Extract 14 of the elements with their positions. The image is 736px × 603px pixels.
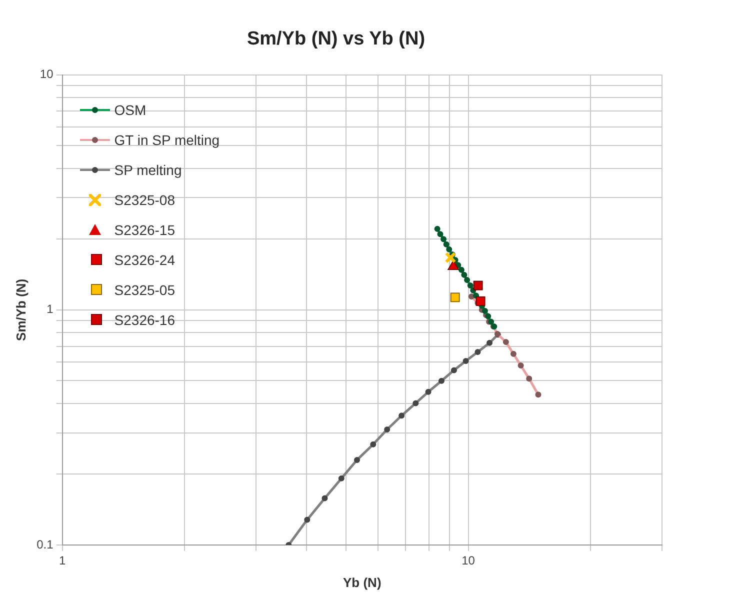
legend-label: S2325-05 — [114, 282, 175, 298]
legend-label: S2325-08 — [114, 192, 175, 208]
y-tick-label: 10 — [40, 67, 54, 82]
y-tick-label: 0.1 — [36, 537, 54, 552]
legend-label: GT in SP melting — [114, 132, 220, 148]
y-axis-title: Sm/Yb (N) — [13, 278, 28, 341]
chart-title: Sm/Yb (N) vs Yb (N) — [246, 28, 426, 50]
legend-label: SP melting — [114, 162, 182, 178]
y-tick-label: 1 — [46, 302, 54, 316]
legend-label: S2326-24 — [114, 252, 175, 268]
legend-label: OSM — [114, 102, 146, 118]
legend-label: S2326-16 — [114, 312, 175, 328]
x-axis-title: Yb (N) — [343, 574, 382, 590]
legend-label: S2326-15 — [114, 222, 175, 238]
